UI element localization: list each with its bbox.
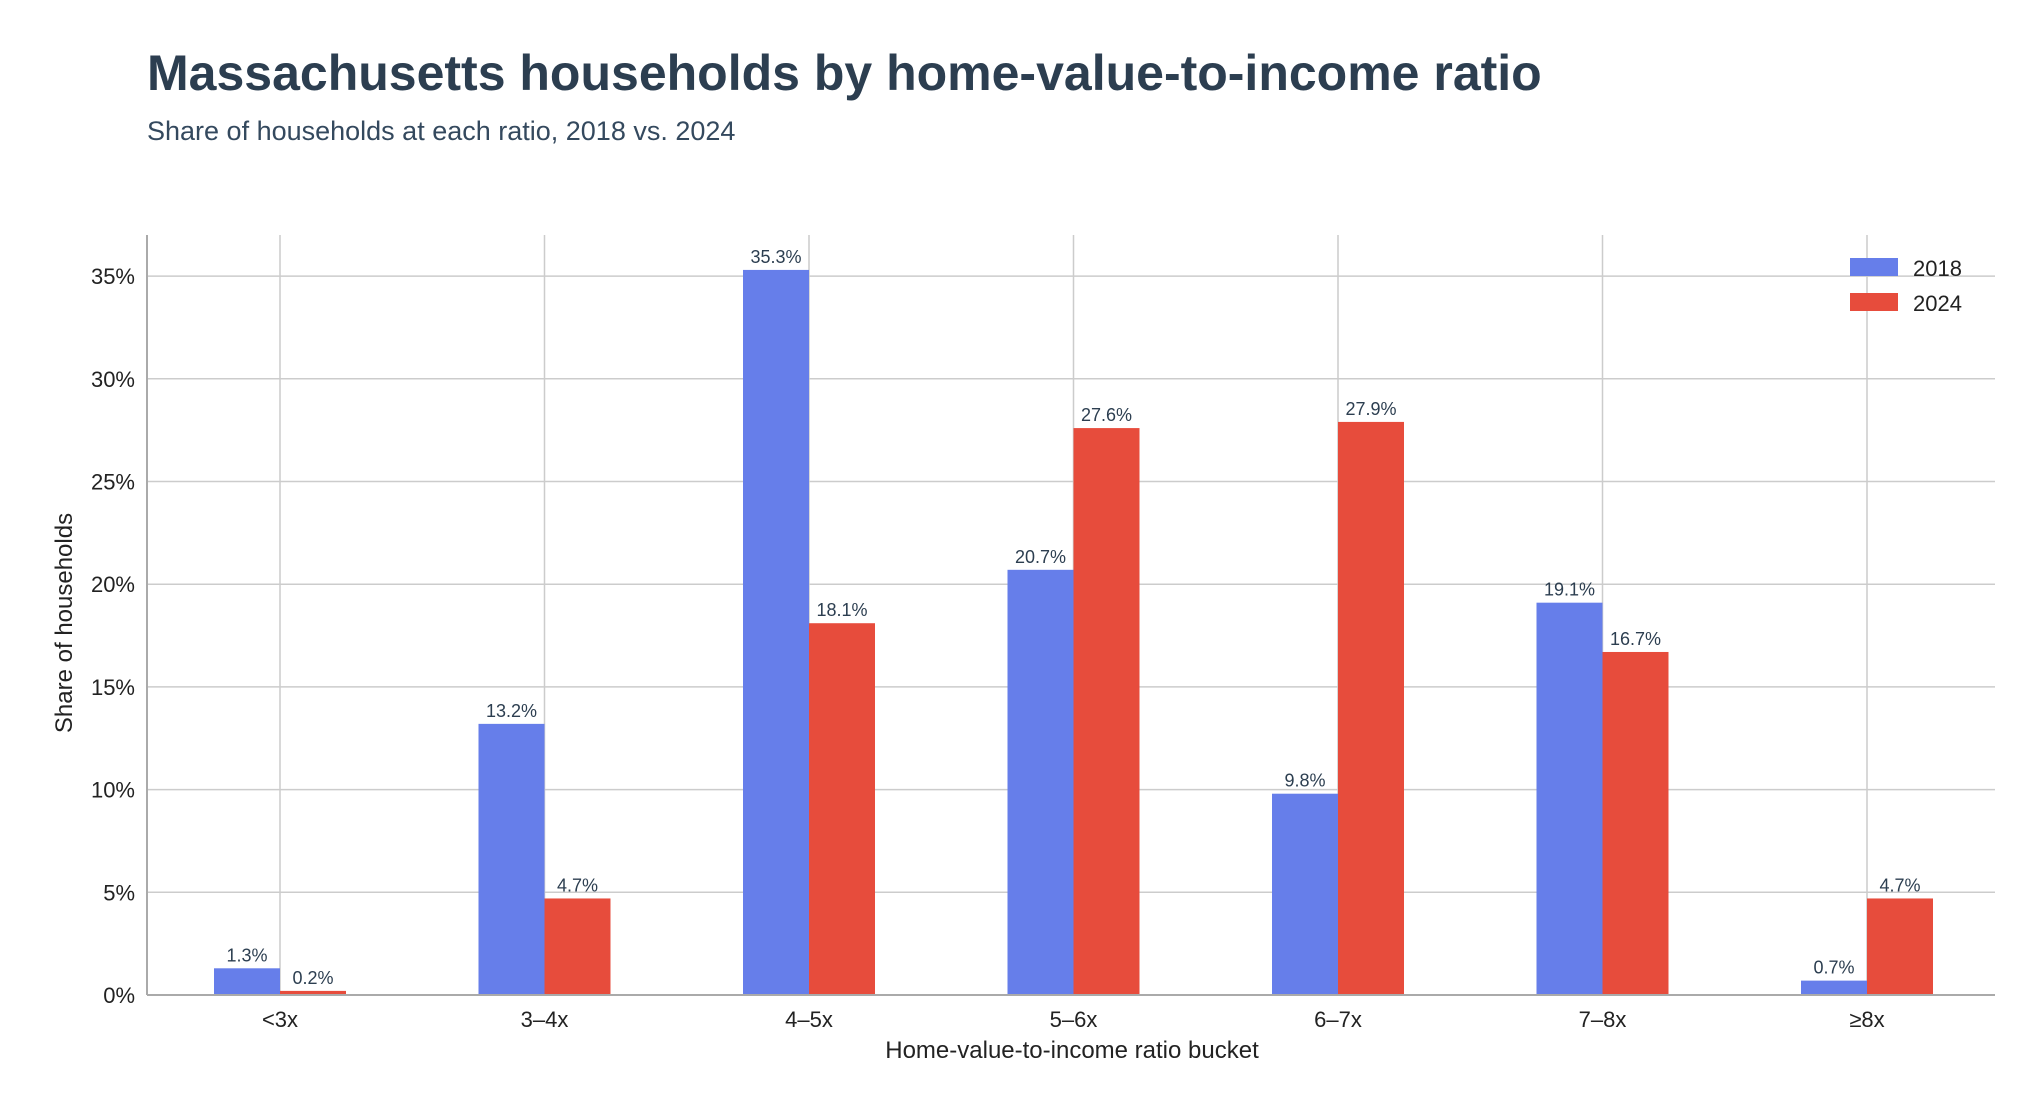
bar-2024 [1867,898,1933,995]
y-axis-title: Share of households [51,513,78,733]
bar-2018 [1801,980,1867,995]
value-label-2018: 9.8% [1284,771,1325,791]
bar-2018 [214,968,280,995]
bar-2018 [478,723,545,995]
bar-2024 [809,623,875,995]
x-axis-title: Home-value-to-income ratio bucket [885,1037,1259,1064]
x-tick-label: 7–8x [1579,1007,1627,1032]
x-tick-label: ≥8x [1849,1007,1884,1032]
bar-2018 [1536,602,1603,995]
y-tick-label: 30% [91,367,135,392]
chart-subtitle: Share of households at each ratio, 2018 … [147,116,736,146]
x-tick-label: <3x [262,1007,298,1032]
y-tick-label: 35% [91,264,135,289]
y-tick-label: 0% [103,983,135,1008]
x-tick-label: 4–5x [785,1007,833,1032]
legend-label-2024: 2024 [1913,291,1962,316]
x-tick-label: 5–6x [1050,1007,1098,1032]
bar-2024 [280,990,346,995]
value-label-2024: 16.7% [1610,629,1661,649]
y-tick-label: 25% [91,469,135,494]
value-label-2024: 4.7% [1879,875,1920,895]
value-label-2018: 0.7% [1813,958,1854,978]
legend-swatch-2018 [1850,258,1898,276]
value-label-2018: 19.1% [1544,580,1595,600]
value-label-2018: 1.3% [226,945,267,965]
value-label-2024: 4.7% [557,875,598,895]
legend: 2018 2024 [1850,256,1962,316]
x-tick-label: 3–4x [521,1007,569,1032]
chart-title: Massachusetts households by home-value-t… [147,45,1542,101]
bar-2018 [743,269,809,995]
y-tick-label: 10% [91,778,135,803]
legend-swatch-2024 [1850,293,1898,311]
legend-label-2018: 2018 [1913,256,1962,281]
x-tick-label: 6–7x [1314,1007,1362,1032]
bar-2018 [1007,569,1074,995]
value-label-2018: 35.3% [750,247,801,267]
value-label-2024: 27.9% [1345,399,1396,419]
bar-2024 [1602,651,1669,995]
bar-2024 [544,898,611,995]
value-label-2024: 27.6% [1081,405,1132,425]
value-label-2018: 20.7% [1015,547,1066,567]
y-tick-label: 5% [103,880,135,905]
y-tick-label: 20% [91,572,135,597]
bar-2024 [1073,428,1140,996]
bar-2018 [1272,793,1338,995]
axes: 0% 5% 10% 15% 20% 25% 30% 35% <3x 3–4x 4–5x 5–6x 6–7… [91,235,1995,1032]
y-tick-label: 15% [91,675,135,700]
value-labels: 1.3% 13.2% 35.3% 20.7% 9.8% 19.1% 0.7% 0.2% 4.7%… [226,247,1920,988]
value-label-2018: 13.2% [486,701,537,721]
value-label-2024: 0.2% [292,968,333,988]
bars [214,269,1933,996]
bar-2024 [1338,421,1404,995]
value-label-2024: 18.1% [816,600,867,620]
